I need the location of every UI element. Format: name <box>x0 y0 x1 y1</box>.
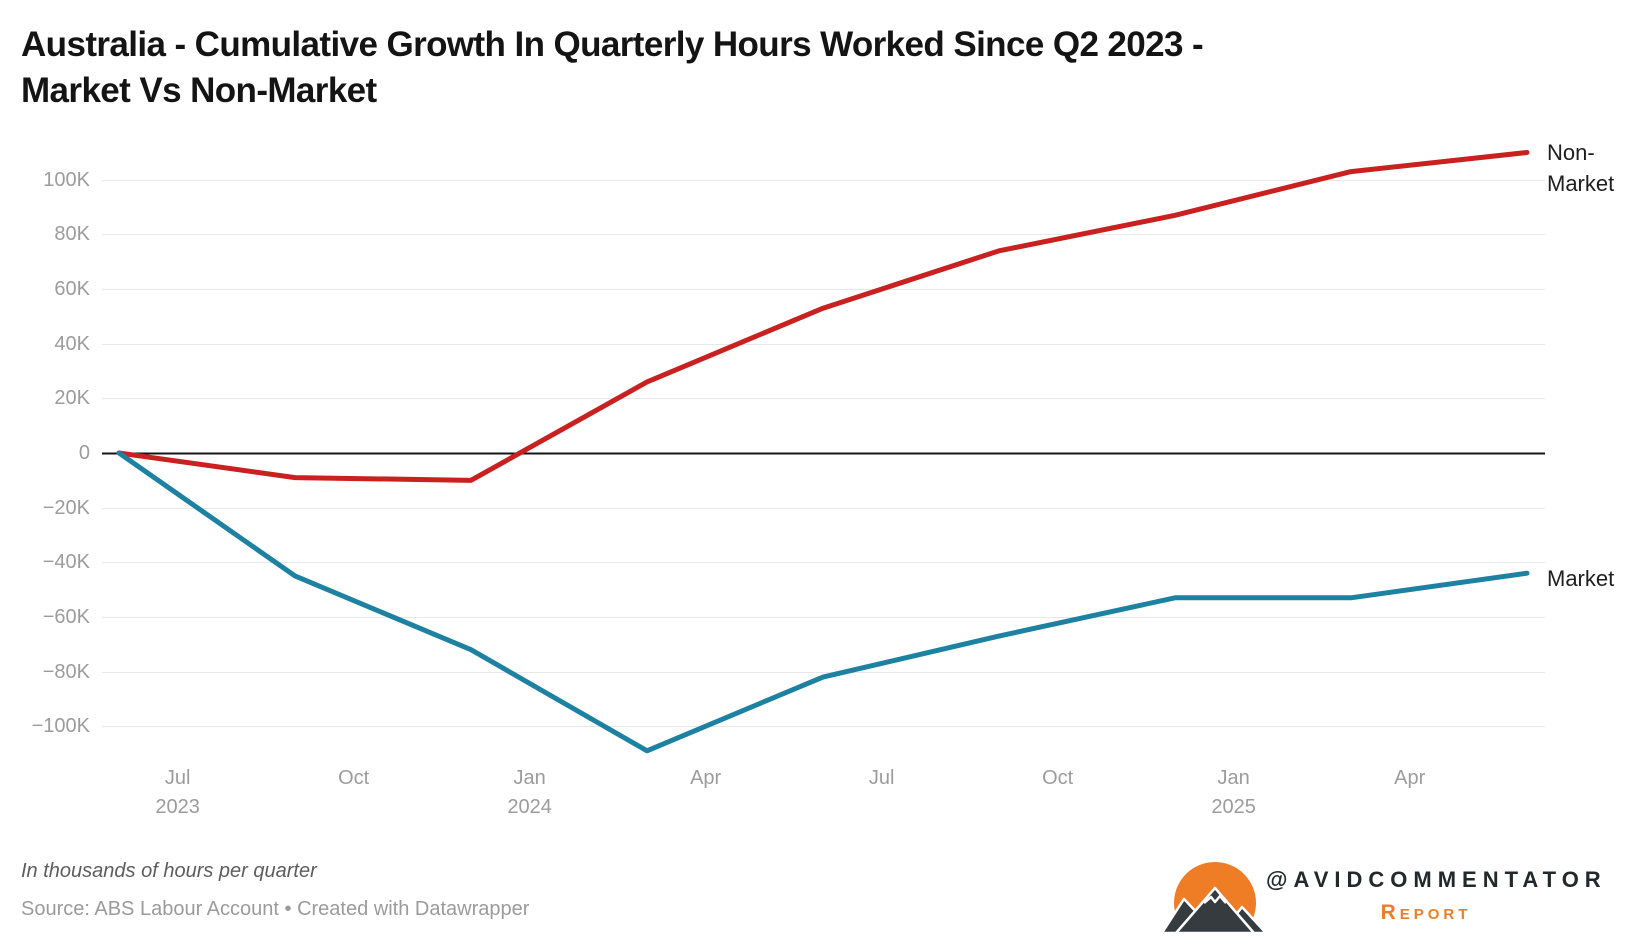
y-tick-label: −80K <box>42 660 90 683</box>
market-line <box>116 450 1530 754</box>
series-label-non-market: Non- Market <box>1547 137 1614 199</box>
y-tick-label: 20K <box>54 387 90 410</box>
x-tick-line: Jan <box>1217 767 1250 789</box>
source-line: Source: ABS Labour Account • Created wit… <box>21 898 530 920</box>
x-tick-line: Oct <box>1042 767 1074 789</box>
x-tick-line: Apr <box>690 767 722 789</box>
chart-title-line1: Australia - Cumulative Growth In Quarter… <box>21 25 1204 64</box>
y-tick-label: −20K <box>42 496 90 519</box>
chart-title-line2: Market Vs Non-Market <box>21 71 377 110</box>
x-tick-line: 2024 <box>507 796 552 818</box>
x-tick-line: Jul <box>868 767 895 789</box>
x-tick-label: Oct <box>284 764 424 793</box>
y-tick-label: −40K <box>42 551 90 574</box>
series-label-line: Non- <box>1547 140 1595 166</box>
x-tick-label: Jul <box>812 764 952 793</box>
x-tick-label: Jul 2023 <box>108 764 248 822</box>
series-label-market: Market <box>1547 563 1614 594</box>
mountain-sun-logo-icon <box>1160 862 1268 935</box>
x-tick-label: Oct <box>988 764 1128 793</box>
brand-sub-label: Report <box>1380 901 1472 924</box>
x-tick-line: Oct <box>338 767 370 789</box>
x-tick-line: 2023 <box>155 796 200 818</box>
x-tick-line: Jan <box>513 767 546 789</box>
y-tick-label: 40K <box>54 332 90 355</box>
x-tick-label: Jan 2025 <box>1164 764 1304 822</box>
chart-title: Australia - Cumulative Growth In Quarter… <box>21 22 1204 114</box>
y-tick-label: −100K <box>31 715 90 738</box>
series-label-line: Market <box>1547 566 1615 592</box>
y-tick-label: 100K <box>43 168 90 191</box>
x-tick-line: 2025 <box>1211 796 1256 818</box>
non-market-line <box>116 149 1530 483</box>
x-tick-label: Apr <box>636 764 776 793</box>
brand-handle: @AVIDCOMMENTATOR <box>1266 867 1607 892</box>
y-tick-label: 0 <box>78 442 90 464</box>
y-tick-label: 60K <box>54 278 90 301</box>
y-tick-label: −60K <box>42 605 90 628</box>
x-tick-label: Apr <box>1340 764 1480 793</box>
x-tick-line: Jul <box>164 767 191 789</box>
x-tick-line: Apr <box>1394 767 1426 789</box>
y-tick-label: 80K <box>54 223 90 246</box>
x-tick-label: Jan 2024 <box>460 764 600 822</box>
unit-note: In thousands of hours per quarter <box>21 860 317 882</box>
series-label-line: Market <box>1547 171 1615 197</box>
